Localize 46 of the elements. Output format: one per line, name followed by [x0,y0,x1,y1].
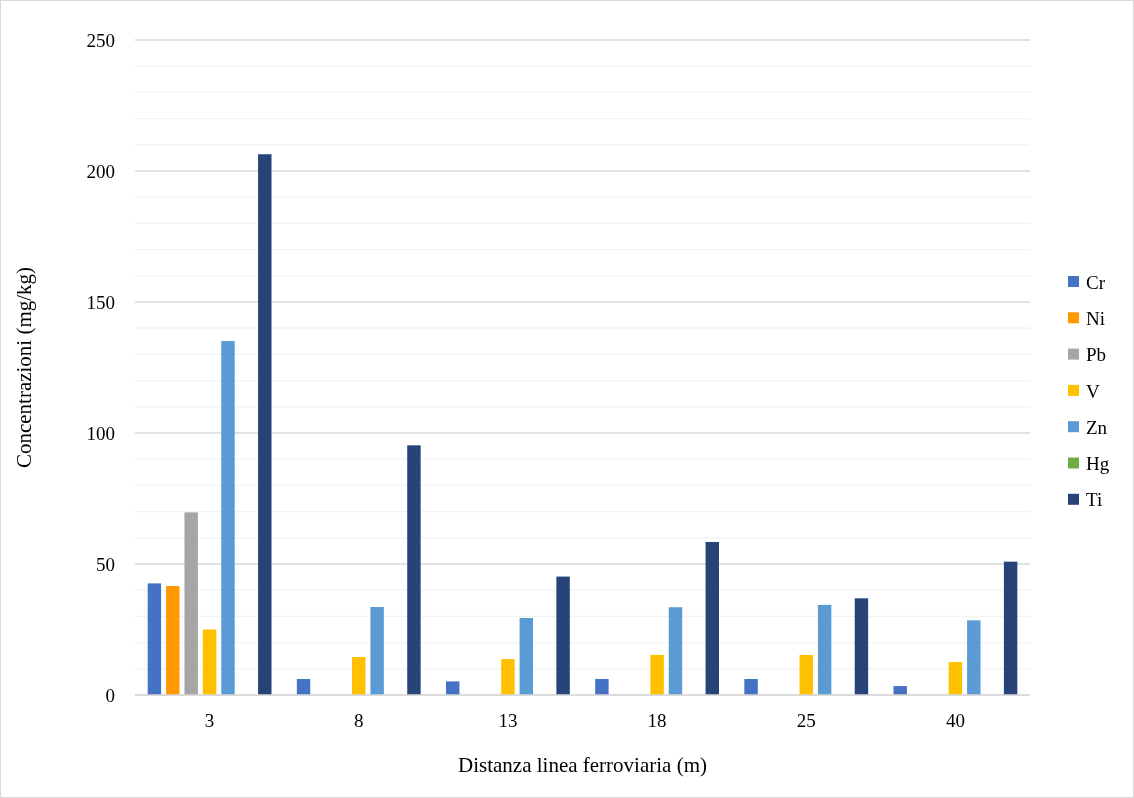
legend-label: Pb [1086,344,1107,366]
bar [407,445,421,695]
legend-label: Ti [1086,489,1103,511]
y-tick-label: 150 [86,291,115,313]
x-tick-label: 3 [204,710,215,731]
y-tick-label: 250 [86,29,115,51]
legend-label: Zn [1086,416,1108,438]
bar [352,657,366,695]
bar [1003,561,1018,695]
bar [184,512,198,695]
bar [817,604,832,695]
bar [147,583,162,695]
y-tick-label: 0 [105,684,115,706]
x-tick-label: 25 [796,710,816,731]
bar [854,598,869,695]
x-tick-label: 40 [945,710,965,731]
x-tick-label: 13 [498,710,518,731]
y-tick-label: 100 [86,422,115,444]
y-tick-label: 200 [86,160,115,182]
bar [556,576,570,695]
bar [744,679,758,695]
bar [519,617,534,695]
legend-label: V [1086,380,1100,402]
bar [650,654,664,695]
x-tick-label: 8 [354,710,364,731]
legend-label: Ni [1086,307,1105,329]
bar [258,154,272,695]
bar [668,607,683,695]
y-tick-label: 50 [96,553,115,575]
legend-label: Cr [1086,271,1106,293]
legend-label: Hg [1086,453,1110,475]
bar [166,586,180,695]
bar [705,541,719,695]
bar [595,679,609,695]
bar [202,629,217,695]
bar [948,661,963,695]
x-axis-title: Distanza linea ferroviaria (m) [458,753,707,777]
bar [296,679,311,695]
bar [799,654,813,695]
y-axis-title: Concentrazioni (mg/kg) [12,266,36,469]
bar [446,681,460,695]
bar [370,606,384,695]
x-tick-label: 18 [647,710,667,731]
bar [221,341,235,695]
bar [501,659,515,695]
bar [967,620,981,695]
